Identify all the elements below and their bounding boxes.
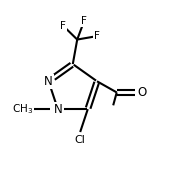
Text: N: N [54, 103, 62, 116]
Text: O: O [137, 86, 146, 99]
Text: F: F [60, 21, 66, 31]
Text: F: F [81, 17, 87, 27]
Text: F: F [94, 31, 100, 41]
Text: Cl: Cl [75, 135, 86, 145]
Text: CH$_3$: CH$_3$ [12, 102, 33, 116]
Text: N: N [44, 75, 53, 88]
